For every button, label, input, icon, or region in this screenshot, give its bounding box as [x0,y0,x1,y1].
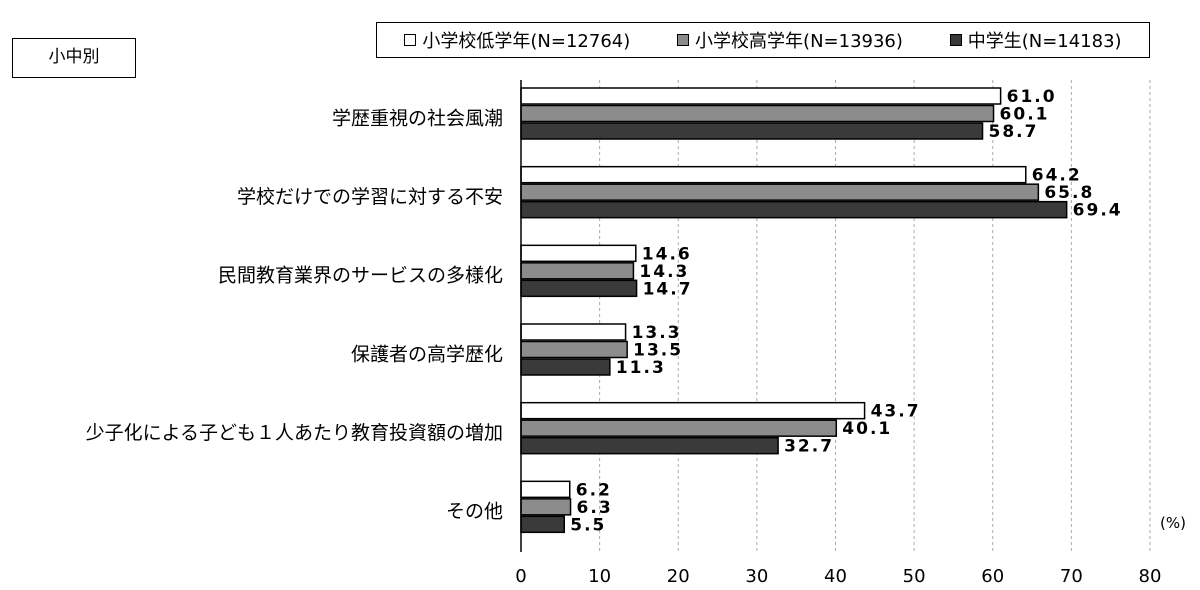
x-tick-label-1: 10 [588,566,611,587]
x-tick-label-6: 60 [981,566,1004,587]
bar-s3-c3 [520,358,611,376]
x-tick-label-4: 40 [824,566,847,587]
bar-s1-c3 [520,323,627,341]
bar-s3-c0 [520,122,984,140]
legend-swatch-gray-icon [677,34,690,46]
panel-label: 小中別 [12,38,136,78]
category-label-4: 少子化による子ども１人あたり教育投資額の増加 [86,422,503,444]
bar-s1-c5 [520,480,571,499]
bar-s3-c4 [520,436,779,455]
category-label-3: 保護者の高学歴化 [351,343,503,365]
value-label-s3-c4: 32.7 [784,437,834,457]
bar-s2-c2 [520,262,635,280]
value-label-s3-c0: 58.7 [989,122,1039,142]
value-label-s2-c1: 65.8 [1044,183,1094,203]
legend-item-series-1: 小学校低学年(N=12764) [404,27,630,53]
x-tick-label-3: 30 [745,566,768,587]
legend-item-series-3: 中学生(N=14183) [949,27,1122,53]
value-label-s2-c3: 13.5 [633,341,683,361]
category-label-2: 民間教育業界のサービスの多様化 [218,265,503,287]
legend-item-series-2: 小学校高学年(N=13936) [677,27,903,53]
x-tick-label-0: 0 [515,566,526,587]
value-label-s2-c0: 60.1 [1000,105,1050,125]
chart-legend: 小学校低学年(N=12764) 小学校高学年(N=13936) 中学生(N=14… [376,22,1150,58]
x-tick-label-7: 70 [1060,566,1083,587]
value-label-s3-c5: 5.5 [570,515,606,535]
x-tick-label-5: 50 [903,566,926,587]
category-label-1: 学校だけでの学習に対する不安 [237,186,503,208]
bar-s2-c0 [520,104,995,123]
value-label-s3-c2: 14.7 [643,279,693,299]
bar-s3-c5 [520,515,565,534]
value-label-s1-c5: 6.2 [576,480,612,500]
bar-s2-c4 [520,419,838,437]
value-label-s1-c3: 13.3 [632,323,682,343]
value-label-s1-c2: 14.6 [642,244,692,264]
value-label-s2-c5: 6.3 [577,498,613,518]
category-label-0: 学歴重視の社会風潮 [332,107,503,129]
value-label-s2-c2: 14.3 [639,262,689,282]
value-label-s1-c1: 64.2 [1032,166,1082,186]
legend-swatch-white-icon [404,34,417,46]
bar-s3-c1 [520,200,1068,219]
bar-s1-c4 [520,401,866,420]
bar-s2-c1 [520,183,1040,201]
bar-s2-c5 [520,498,572,516]
category-label-5: その他 [446,501,503,523]
bar-s1-c1 [520,165,1027,184]
bar-s1-c0 [520,87,1002,105]
legend-label-series-3: 中学生(N=14183) [967,31,1122,52]
value-label-s1-c4: 43.7 [871,402,921,422]
x-tick-label-8: 80 [1139,566,1162,587]
value-label-s3-c3: 11.3 [616,358,666,378]
unit-label: (%) [1160,514,1186,532]
legend-label-series-1: 小学校低学年(N=12764) [422,31,631,52]
legend-label-series-2: 小学校高学年(N=13936) [695,31,903,52]
legend-swatch-dark-icon [949,34,962,46]
value-label-s1-c0: 61.0 [1007,87,1057,107]
bar-s2-c3 [520,340,628,359]
value-label-s2-c4: 40.1 [842,419,892,439]
x-tick-label-2: 20 [667,566,690,587]
bar-s3-c2 [520,279,638,298]
bar-s1-c2 [520,244,637,263]
value-label-s3-c1: 69.4 [1073,201,1123,221]
